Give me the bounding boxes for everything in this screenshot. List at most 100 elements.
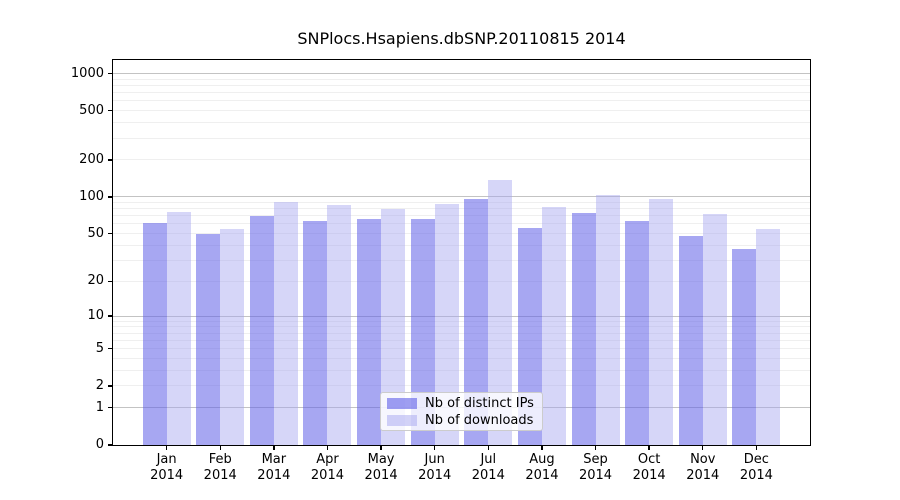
y-tick-1 bbox=[108, 407, 113, 409]
gridline-minor-200 bbox=[113, 159, 810, 161]
y-tick-label-1: 1 bbox=[95, 399, 104, 415]
x-tick-aug bbox=[541, 445, 543, 450]
legend-label-distinct-ips: Nb of distinct IPs bbox=[425, 395, 534, 411]
y-tick-0 bbox=[108, 444, 113, 446]
x-tick-label-year: 2014 bbox=[310, 467, 344, 483]
x-tick-sep bbox=[594, 445, 597, 450]
x-tick-label-apr: Apr 2014 bbox=[295, 452, 359, 483]
x-tick-nov bbox=[702, 445, 704, 450]
y-tick-label-500: 500 bbox=[79, 102, 104, 118]
x-tick-label-year: 2014 bbox=[364, 467, 398, 483]
x-tick-label-dec: Dec 2014 bbox=[724, 452, 788, 483]
x-tick-label-month: Aug bbox=[529, 452, 555, 467]
y-tick-5 bbox=[108, 347, 113, 350]
gridline-minor-30 bbox=[113, 259, 810, 261]
x-tick-label-mar: Mar 2014 bbox=[242, 452, 306, 483]
gridline-minor-700 bbox=[113, 92, 810, 94]
y-tick-500 bbox=[108, 110, 113, 112]
x-tick-label-may: May 2014 bbox=[349, 452, 413, 483]
bar-mar-nb-of-downloads bbox=[273, 202, 298, 445]
legend-label-downloads: Nb of downloads bbox=[425, 412, 534, 428]
y-tick-2 bbox=[108, 385, 113, 387]
y-tick-label-100: 100 bbox=[79, 188, 104, 204]
y-tick-label-2: 2 bbox=[95, 377, 104, 393]
gridline-minor-20 bbox=[113, 280, 810, 282]
x-tick-label-jun: Jun 2014 bbox=[403, 452, 467, 483]
bar-mar-nb-of-distinct-ips bbox=[249, 215, 274, 445]
x-tick-label-year: 2014 bbox=[418, 467, 452, 483]
chart-title: SNPlocs.Hsapiens.dbSNP.20110815 2014 bbox=[297, 29, 626, 48]
gridline-minor-300 bbox=[113, 137, 810, 139]
legend-item-distinct-ips: Nb of distinct IPs bbox=[381, 396, 542, 411]
bar-sep-nb-of-distinct-ips bbox=[571, 212, 596, 445]
y-tick-1000 bbox=[108, 72, 113, 75]
gridline-minor-7 bbox=[113, 332, 810, 334]
x-tick-label-month: Apr bbox=[316, 452, 339, 467]
legend-swatch-distinct-ips bbox=[387, 397, 417, 409]
x-tick-label-year: 2014 bbox=[471, 467, 505, 483]
bar-apr-nb-of-distinct-ips bbox=[303, 221, 328, 445]
y-tick-20 bbox=[108, 280, 113, 282]
x-tick-label-aug: Aug 2014 bbox=[510, 452, 574, 483]
gridline-minor-3 bbox=[113, 369, 810, 371]
x-tick-label-year: 2014 bbox=[150, 467, 184, 483]
x-tick-label-jul: Jul 2014 bbox=[456, 452, 520, 483]
y-tick-200 bbox=[108, 159, 113, 161]
x-tick-feb bbox=[219, 445, 221, 450]
x-tick-label-month: Jun bbox=[424, 452, 445, 467]
gridline-minor-5 bbox=[113, 348, 810, 350]
y-tick-50 bbox=[108, 232, 113, 235]
x-tick-label-month: Dec bbox=[743, 452, 769, 467]
legend: Nb of distinct IPs Nb of downloads bbox=[380, 392, 543, 431]
bar-aug-nb-of-downloads bbox=[541, 207, 566, 445]
x-tick-jan bbox=[165, 445, 168, 450]
y-tick-label-20: 20 bbox=[87, 273, 104, 289]
gridline-minor-600 bbox=[113, 100, 810, 102]
x-tick-dec bbox=[755, 445, 758, 450]
gridline-minor-40 bbox=[113, 244, 810, 246]
gridline-minor-50 bbox=[113, 233, 810, 235]
bar-sep-nb-of-downloads bbox=[595, 195, 620, 445]
x-tick-label-year: 2014 bbox=[686, 467, 720, 483]
bar-feb-nb-of-distinct-ips bbox=[196, 233, 221, 445]
x-tick-label-year: 2014 bbox=[739, 467, 773, 483]
bar-may-nb-of-distinct-ips bbox=[357, 218, 382, 445]
bar-feb-nb-of-downloads bbox=[220, 228, 245, 445]
gridline-major-100 bbox=[113, 196, 810, 198]
legend-swatch-downloads bbox=[387, 414, 417, 426]
bar-apr-nb-of-downloads bbox=[327, 204, 352, 445]
x-tick-label-sep: Sep 2014 bbox=[564, 452, 628, 483]
x-tick-label-month: May bbox=[367, 452, 395, 467]
x-tick-label-nov: Nov 2014 bbox=[671, 452, 735, 483]
bar-dec-nb-of-downloads bbox=[756, 228, 781, 445]
x-tick-label-year: 2014 bbox=[632, 467, 666, 483]
x-tick-oct bbox=[648, 445, 650, 450]
y-tick-label-50: 50 bbox=[87, 225, 104, 241]
bar-nov-nb-of-downloads bbox=[702, 214, 727, 445]
y-tick-label-1000: 1000 bbox=[70, 65, 104, 81]
plot-area: Nb of distinct IPs Nb of downloads bbox=[112, 59, 811, 446]
x-tick-jul bbox=[487, 445, 489, 450]
y-tick-label-0: 0 bbox=[95, 437, 104, 452]
gridline-major-1000 bbox=[113, 73, 810, 75]
gridline-minor-800 bbox=[113, 85, 810, 87]
gridline-minor-4 bbox=[113, 357, 810, 359]
x-tick-label-month: Mar bbox=[261, 452, 287, 467]
x-tick-label-year: 2014 bbox=[203, 467, 237, 483]
x-tick-label-year: 2014 bbox=[257, 467, 291, 483]
gridline-minor-400 bbox=[113, 122, 810, 124]
x-tick-label-month: Jul bbox=[480, 452, 497, 467]
x-tick-label-oct: Oct 2014 bbox=[617, 452, 681, 483]
x-tick-label-month: Oct bbox=[637, 452, 661, 467]
x-tick-label-year: 2014 bbox=[525, 467, 559, 483]
bar-jan-nb-of-downloads bbox=[166, 212, 191, 445]
gridline-minor-80 bbox=[113, 208, 810, 210]
x-tick-label-year: 2014 bbox=[578, 467, 613, 483]
legend-item-downloads: Nb of downloads bbox=[381, 413, 542, 428]
x-tick-jun bbox=[433, 445, 436, 450]
y-tick-label-5: 5 bbox=[95, 340, 104, 356]
y-tick-label-10: 10 bbox=[87, 308, 104, 324]
y-tick-100 bbox=[108, 196, 113, 198]
x-tick-label-month: Jan bbox=[156, 452, 177, 467]
